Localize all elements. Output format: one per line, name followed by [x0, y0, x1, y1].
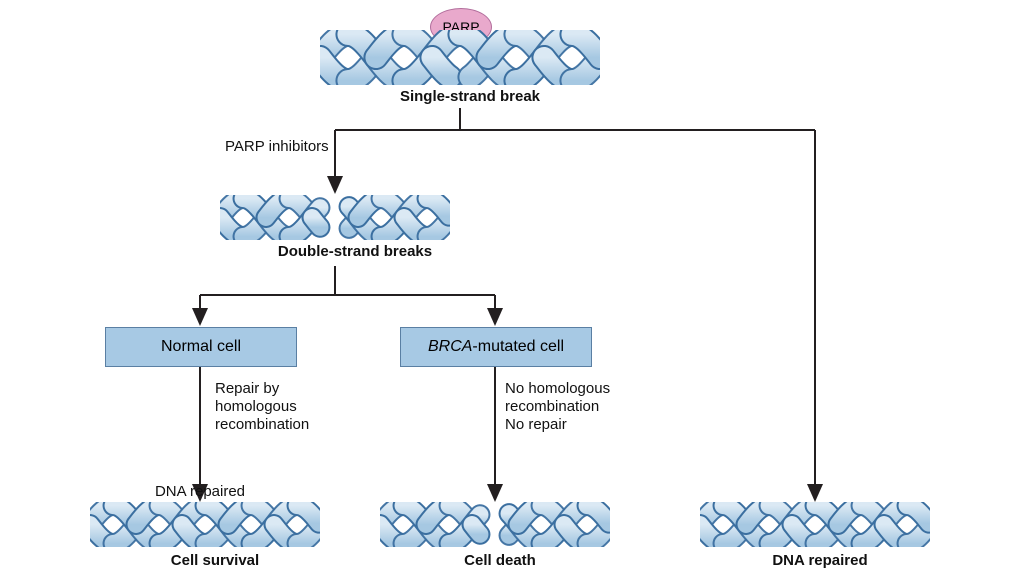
helix-dna-repaired: [700, 502, 930, 547]
label-single-strand-break: Single-strand break: [370, 88, 570, 106]
helix-double-strand-break: [220, 195, 450, 240]
label-dna-repaired-bold: DNA repaired: [755, 552, 885, 570]
label-no-hr: No homologousrecombinationNo repair: [505, 380, 685, 434]
brca-cell-label: BRCA-mutated cell: [428, 338, 564, 356]
helix-cell-survival: [90, 502, 320, 547]
helix-cell-death: [380, 502, 610, 547]
diagram-stage: { "canvas": { "width": 1024, "height": 5…: [0, 0, 1024, 585]
normal-cell-label: Normal cell: [161, 338, 241, 356]
label-parp-inhibitors: PARP inhibitors: [225, 138, 375, 156]
helix-single-strand-break: [320, 30, 600, 85]
label-cell-death: Cell death: [435, 552, 565, 570]
brca-cell-box: BRCA-mutated cell: [400, 327, 592, 367]
label-dna-repaired-small: DNA repaired: [135, 483, 265, 501]
label-repair-hr: Repair byhomologousrecombination: [215, 380, 385, 434]
normal-cell-box: Normal cell: [105, 327, 297, 367]
label-double-strand-breaks: Double-strand breaks: [255, 243, 455, 261]
label-cell-survival: Cell survival: [150, 552, 280, 570]
